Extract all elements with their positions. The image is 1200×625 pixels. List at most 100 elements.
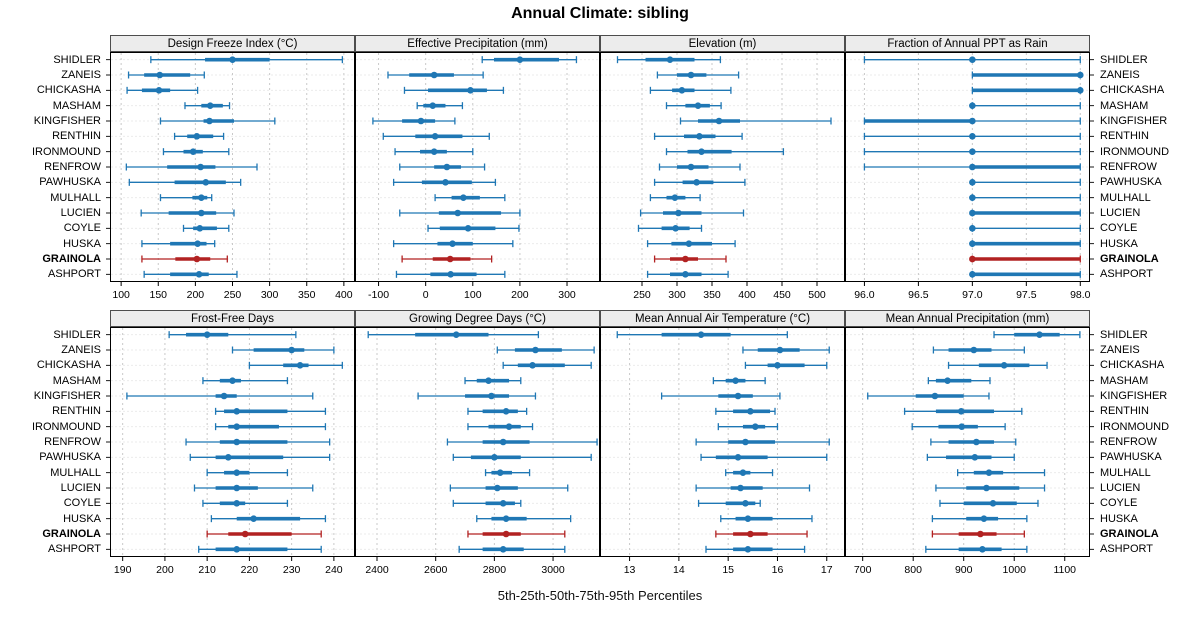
station-label-mulhall: MULHALL [50, 191, 101, 204]
station-label-kingfisher: KINGFISHER [33, 114, 101, 127]
panel-row-1: SHIDLER ZANEIS CHICKASHA MASHAM KINGFISHER RE… [0, 310, 1200, 582]
station-label-shidler: SHIDLER [1100, 328, 1148, 341]
panel-frost-free-days: Frost-Free Days 190 200 210 220 230 240 [106, 310, 355, 581]
tick-label: 96.0 [854, 289, 875, 301]
interval-lucien [140, 209, 235, 217]
interval-ashport [143, 270, 238, 278]
station-label-mulhall: MULHALL [50, 466, 101, 479]
interval-huska [392, 240, 514, 248]
station-label-chickasha: CHICKASHA [36, 359, 101, 372]
interval-kingfisher [126, 392, 314, 400]
interval-renthin [173, 132, 225, 140]
interval-huska [931, 515, 1028, 523]
station-label-renfrow: RENFROW [1100, 435, 1157, 448]
interval-ashport [458, 545, 566, 553]
interval-ironmound [665, 148, 785, 156]
interval-lucien [969, 209, 1081, 217]
interval-masham [927, 377, 991, 385]
left-station-labels: SHIDLER ZANEIS CHICKASHA MASHAM KINGFISHER RE… [0, 327, 108, 557]
interval-grainola [653, 255, 727, 263]
interval-renthin [467, 407, 528, 415]
tick-label: 2600 [424, 564, 448, 576]
interval-mulhall [434, 194, 506, 202]
station-label-huska: HUSKA [63, 512, 101, 525]
panel-mean-annual-air-temperature-c: Mean Annual Air Temperature (°C) 13 14 15 16… [600, 310, 845, 581]
panel-fraction-of-annual-ppt-as-rain: Fraction of Annual PPT as Rain 96.0 96.5 97… [845, 35, 1094, 306]
panel-design-freeze-index-c: Design Freeze Index (°C) 100 150 200 250 300 3… [106, 35, 355, 306]
tick-label: 230 [283, 564, 301, 576]
tick-label: 350 [703, 289, 721, 301]
interval-ashport [925, 545, 1028, 553]
interval-mulhall [484, 469, 531, 477]
station-label-ashport: ASHPORT [48, 543, 101, 556]
tick-label: 97.0 [962, 289, 983, 301]
interval-masham [712, 377, 766, 385]
tick-label: 3000 [541, 564, 565, 576]
interval-chickasha [403, 86, 505, 94]
station-label-masham: MASHAM [1100, 374, 1149, 387]
interval-renfrow [930, 438, 1017, 446]
panel-strip-title: Frost-Free Days [110, 310, 355, 327]
interval-masham [969, 102, 1081, 110]
tick-label: 300 [261, 289, 279, 301]
tick-label: 15 [722, 564, 734, 576]
interval-renthin [903, 407, 1023, 415]
interval-lucien [639, 209, 745, 217]
interval-mulhall [969, 194, 1081, 202]
interval-pawhuska [392, 178, 497, 186]
interval-masham [184, 102, 231, 110]
station-label-kingfisher: KINGFISHER [1100, 114, 1168, 127]
interval-pawhuska [926, 453, 1015, 461]
tick-label: 97.5 [1016, 289, 1037, 301]
left-station-labels: SHIDLER ZANEIS CHICKASHA MASHAM KINGFISHER RE… [0, 52, 108, 282]
tick-label: 240 [325, 564, 343, 576]
interval-renfrow [695, 438, 830, 446]
tick-label: 200 [187, 289, 205, 301]
station-label-renthin: RENTHIN [1100, 405, 1149, 418]
interval-masham [202, 377, 289, 385]
interval-grainola [401, 255, 493, 263]
station-label-huska: HUSKA [1100, 237, 1138, 250]
interval-zaneis [496, 346, 595, 354]
interval-ironmound [467, 423, 534, 431]
interval-zaneis [656, 71, 740, 79]
interval-huska [969, 240, 1081, 248]
station-label-pawhuska: PAWHUSKA [39, 176, 101, 189]
tick-label: -100 [368, 289, 389, 301]
interval-ashport [395, 270, 506, 278]
interval-ironmound [863, 148, 1081, 156]
tick-label: 2400 [365, 564, 389, 576]
dotplot-svg: -100 0 100 200 300 [355, 52, 600, 301]
station-label-coyle: COYLE [1100, 497, 1138, 510]
tick-label: 800 [904, 564, 922, 576]
tick-label: 200 [156, 564, 174, 576]
station-label-renthin: RENTHIN [52, 130, 101, 143]
tick-label: 700 [854, 564, 872, 576]
tick-label: 900 [955, 564, 973, 576]
interval-renthin [863, 132, 1081, 140]
dotplot-svg: 250 300 350 400 450 500 [600, 52, 845, 301]
tick-label: 0 [423, 289, 429, 301]
interval-zaneis [127, 71, 205, 79]
panel-strip-title: Mean Annual Air Temperature (°C) [600, 310, 845, 327]
interval-kingfisher [679, 117, 832, 125]
tick-label: 190 [114, 564, 132, 576]
station-label-zaneis: ZANEIS [61, 68, 101, 81]
chart-title: Annual Climate: sibling [511, 5, 689, 22]
station-label-lucien: LUCIEN [1100, 481, 1141, 494]
panel-row-0: SHIDLER ZANEIS CHICKASHA MASHAM KINGFISHER RE… [0, 35, 1200, 307]
interval-ashport [705, 545, 806, 553]
interval-ironmound [911, 423, 1006, 431]
panel-strip-title: Mean Annual Precipitation (mm) [845, 310, 1090, 327]
station-label-ashport: ASHPORT [1100, 268, 1153, 281]
tick-label: 98.0 [1070, 289, 1091, 301]
interval-mulhall [159, 194, 213, 202]
interval-coyle [697, 499, 761, 507]
interval-masham [416, 102, 464, 110]
right-station-labels: SHIDLER ZANEIS CHICKASHA MASHAM KINGFISHER RE… [1093, 52, 1199, 282]
interval-kingfisher [417, 392, 537, 400]
station-label-ironmound: IRONMOUND [31, 145, 101, 158]
interval-huska [476, 515, 572, 523]
station-label-grainola: GRAINOLA [42, 527, 101, 540]
interval-masham [665, 102, 722, 110]
